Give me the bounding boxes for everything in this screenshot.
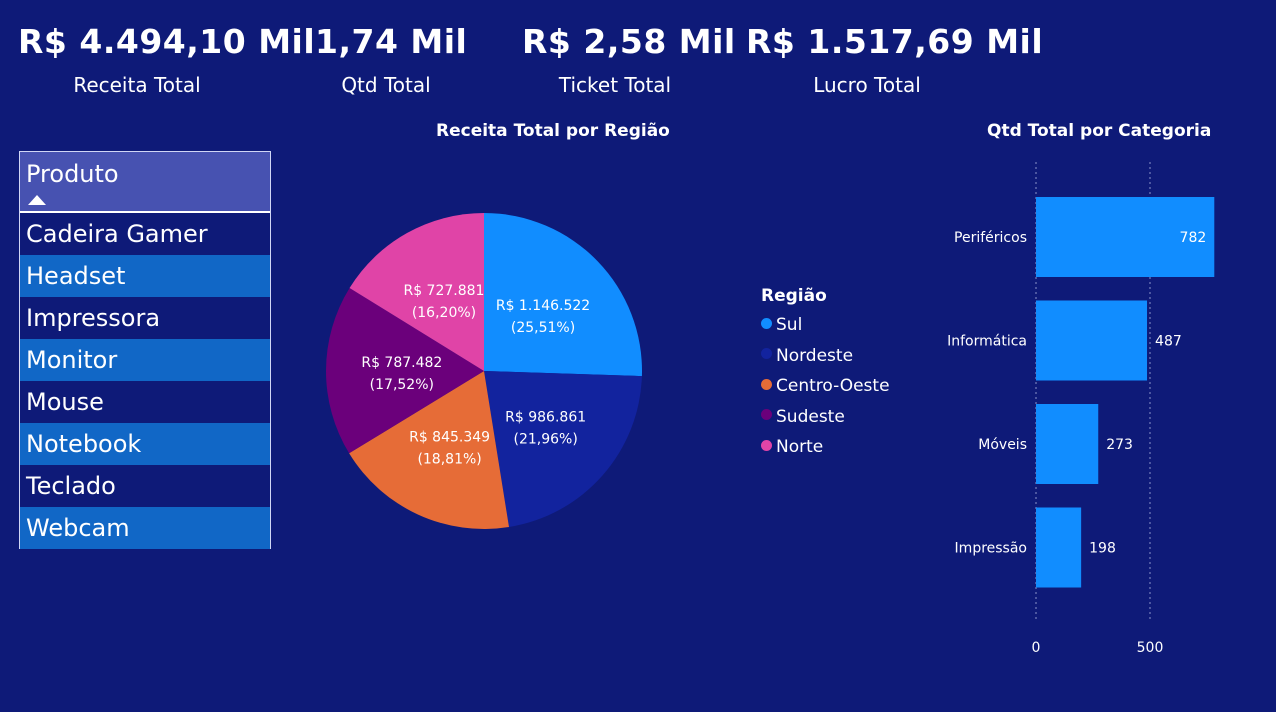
x-tick-label: 500: [1137, 640, 1164, 656]
legend-dot-icon: [761, 439, 772, 451]
pie-data-label: R$ 727.881: [403, 283, 484, 299]
pie-data-percent: (18,81%): [417, 452, 481, 468]
bar-value-label: 487: [1155, 334, 1182, 350]
bar-perifericos[interactable]: [1036, 197, 1215, 277]
kpi-value: 1,74 Mil: [315, 22, 468, 61]
kpi-receita-total: R$ 4.494,10 Mil Receita Total: [18, 22, 316, 97]
slicer-item-mouse[interactable]: Mouse: [26, 388, 104, 416]
bar-impressao[interactable]: [1036, 507, 1082, 588]
kpi-lucro-total: R$ 1.517,69 Mil Lucro Total: [746, 22, 1044, 97]
slicer-item-monitor[interactable]: Monitor: [20, 339, 270, 381]
kpi-ticket-total: R$ 2,58 Mil Ticket Total: [522, 22, 736, 97]
bar-value-label: 273: [1106, 437, 1133, 453]
bar-informatica[interactable]: [1036, 300, 1148, 381]
legend-label: Sudeste: [776, 406, 845, 427]
pie-data-label: R$ 845.349: [409, 430, 490, 446]
legend-item-sul[interactable]: Sul: [761, 310, 890, 341]
category-label: Informática: [947, 334, 1027, 350]
bar-value-label: 198: [1089, 541, 1116, 557]
kpi-label: Qtd Total: [341, 73, 431, 97]
kpi-label: Ticket Total: [558, 73, 672, 97]
category-label: Impressão: [955, 541, 1027, 557]
kpi-qtd-total: 1,74 Mil Qtd Total: [315, 22, 468, 97]
kpi-label: Lucro Total: [813, 73, 921, 97]
legend-label: Nordeste: [776, 345, 854, 366]
slicer-title: Produto: [26, 160, 119, 188]
pie-data-percent: (25,51%): [511, 320, 575, 336]
slicer-item-headset[interactable]: Headset: [20, 255, 270, 297]
pie-data-percent: (21,96%): [514, 431, 578, 447]
pie-chart: R$ 1.146.522 (25,51%) R$ 986.861 (21,96%) R$…: [325, 213, 642, 529]
legend-title: Região: [761, 286, 827, 306]
slicer-item-impressora[interactable]: Impressora: [26, 304, 161, 332]
kpi-value: R$ 2,58 Mil: [522, 22, 736, 61]
slicer-item-notebook[interactable]: Notebook: [20, 423, 270, 465]
legend-dot-icon: [761, 317, 772, 329]
legend-item-norte[interactable]: Norte: [761, 432, 890, 463]
kpi-value: R$ 1.517,69 Mil: [746, 22, 1044, 61]
pie-legend: Região Sul Nordeste Centro-Oeste Sudeste Nor…: [761, 286, 890, 463]
pie-slice-sul[interactable]: [484, 213, 642, 377]
pie-data-label: R$ 787.482: [361, 355, 442, 371]
legend-item-sudeste[interactable]: Sudeste: [761, 402, 890, 433]
slicer-item-webcam[interactable]: Webcam: [20, 507, 270, 549]
pie-chart-title: Receita Total por Região: [436, 121, 670, 141]
category-label: Móveis: [978, 437, 1027, 453]
bar-chart: 0 500 Periféricos 782 Informática 487 Móveis 27…: [947, 162, 1215, 656]
pie-data-label: R$ 1.146.522: [496, 298, 590, 314]
legend-dot-icon: [761, 378, 772, 390]
pie-data-label: R$ 986.861: [505, 409, 586, 425]
legend-label: Centro-Oeste: [776, 376, 890, 396]
pie-slice-norte[interactable]: [349, 213, 484, 371]
legend-item-nordeste[interactable]: Nordeste: [761, 341, 890, 372]
pie-slice-centro-oeste[interactable]: [349, 371, 510, 529]
x-tick-label: 0: [1032, 640, 1041, 656]
bar-value-label: 782: [1180, 230, 1207, 246]
pie-slice-nordeste[interactable]: [484, 371, 642, 528]
pie-slice-sudeste[interactable]: [325, 287, 484, 454]
slicer-item-teclado[interactable]: Teclado: [26, 472, 116, 500]
legend-dot-icon: [761, 409, 772, 420]
pie-data-percent: (16,20%): [412, 305, 476, 321]
kpi-value: R$ 4.494,10 Mil: [18, 22, 316, 61]
bar-chart-title: Qtd Total por Categoria: [987, 121, 1212, 141]
produto-slicer[interactable]: Produto Cadeira Gamer Headset Impressora…: [19, 151, 271, 549]
legend-item-centro-oeste[interactable]: Centro-Oeste: [761, 371, 890, 402]
sort-up-icon[interactable]: [28, 195, 46, 205]
legend-label: Norte: [776, 437, 824, 457]
kpi-label: Receita Total: [73, 73, 201, 97]
pie-data-percent: (17,52%): [370, 377, 434, 393]
legend-dot-icon: [761, 348, 772, 359]
category-label: Periféricos: [954, 230, 1027, 246]
bar-moveis[interactable]: [1036, 404, 1099, 484]
slicer-header[interactable]: Produto: [20, 152, 270, 213]
legend-label: Sul: [776, 315, 803, 335]
slicer-item-cadeira-gamer[interactable]: Cadeira Gamer: [26, 220, 208, 248]
